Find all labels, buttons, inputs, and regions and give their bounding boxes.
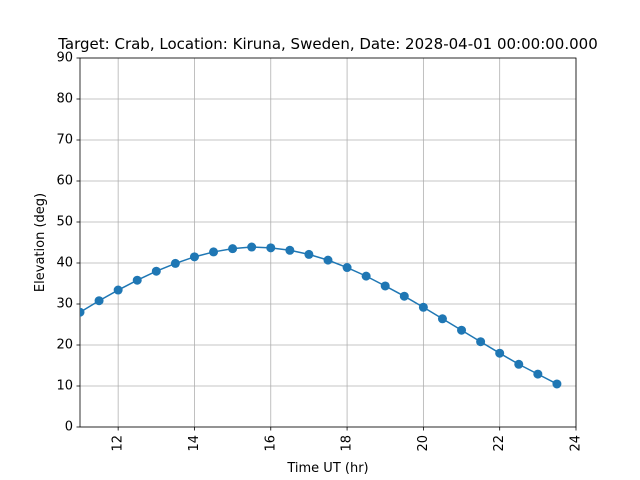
elevation-point [189,252,199,262]
y-tick-label: 90 [56,51,73,66]
elevation-point [304,249,314,259]
x-tick-label: 16 [263,435,278,452]
y-tick-label: 20 [56,338,73,353]
elevation-point [151,266,161,276]
elevation-point [552,379,562,389]
chart-title: Target: Crab, Location: Kiruna, Sweden, … [57,35,598,53]
elevation-point [380,281,390,291]
series-layer [80,242,562,389]
y-tick-label: 70 [56,133,73,148]
elevation-point [170,258,180,268]
elevation-point [476,337,486,347]
elevation-point [132,275,142,285]
x-tick-label: 20 [416,435,431,452]
elevation-point [418,302,428,312]
x-tick-label: 22 [492,435,507,452]
x-tick-label: 12 [111,435,126,452]
ticks-layer: 0 10 20 30 40 50 60 70 80 90 12 14 16 18 20 22 24 [56,51,583,452]
elevation-point [437,314,447,324]
y-tick-label: 50 [56,215,73,230]
elevation-point [342,263,352,273]
elevation-point [361,271,371,281]
elevation-point [247,242,257,252]
y-tick-label: 0 [65,420,73,435]
elevation-point [495,348,505,358]
x-tick-label: 24 [569,435,584,452]
y-axis-label: Elevation (deg) [33,193,48,292]
y-tick-label: 10 [56,379,73,394]
x-tick-label: 14 [187,435,202,452]
elevation-point [94,296,104,306]
elevation-point [80,307,85,317]
elevation-point [266,243,276,253]
elevation-point [457,325,467,335]
elevation-point [533,369,543,379]
y-tick-label: 80 [56,92,73,107]
x-tick-label: 18 [340,435,355,452]
elevation-point [113,285,123,295]
elevation-point [514,359,524,369]
elevation-point [209,247,219,257]
elevation-point [399,291,409,301]
y-tick-label: 60 [56,174,73,189]
elevation-point [285,245,295,255]
elevation-point [323,255,333,265]
y-tick-label: 40 [56,256,73,271]
y-tick-label: 30 [56,297,73,312]
elevation-point [228,244,238,254]
plot-frame [79,57,577,428]
x-axis-label: Time UT (hr) [286,461,368,476]
